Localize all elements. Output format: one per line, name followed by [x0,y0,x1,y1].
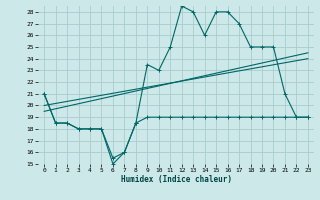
X-axis label: Humidex (Indice chaleur): Humidex (Indice chaleur) [121,175,231,184]
